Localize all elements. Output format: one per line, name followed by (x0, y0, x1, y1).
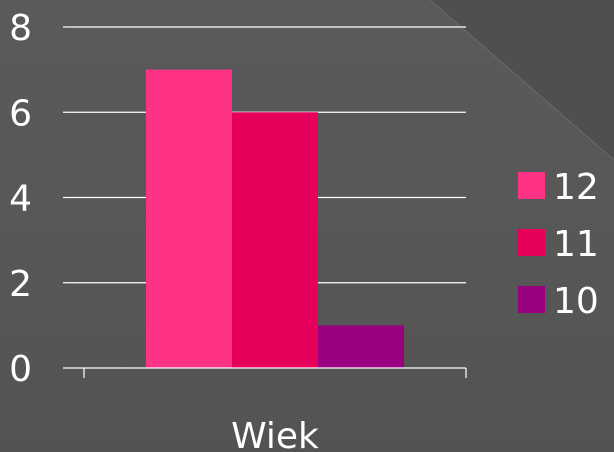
bar-series-11 (232, 112, 318, 368)
y-tick-label: 8 (9, 8, 32, 49)
legend: 12 11 10 (518, 167, 599, 322)
legend-label: 10 (553, 281, 599, 322)
y-tick-label: 0 (9, 349, 32, 390)
legend-label: 11 (553, 224, 599, 265)
axes (70, 367, 467, 378)
x-category-labels: Wiek (231, 416, 319, 452)
y-tick-label: 6 (9, 93, 32, 134)
legend-label: 12 (553, 167, 599, 208)
bar-series-10 (318, 325, 404, 368)
legend-swatch-12 (518, 172, 545, 199)
bar-series-12 (146, 69, 232, 368)
legend-swatch-10 (518, 286, 545, 313)
legend-swatch-11 (518, 229, 545, 256)
x-category-label: Wiek (231, 416, 319, 452)
y-tick-label: 2 (9, 264, 32, 305)
y-tick-labels: 0 2 4 6 8 (9, 8, 32, 390)
bars (146, 69, 404, 368)
y-tick-label: 4 (9, 179, 32, 220)
